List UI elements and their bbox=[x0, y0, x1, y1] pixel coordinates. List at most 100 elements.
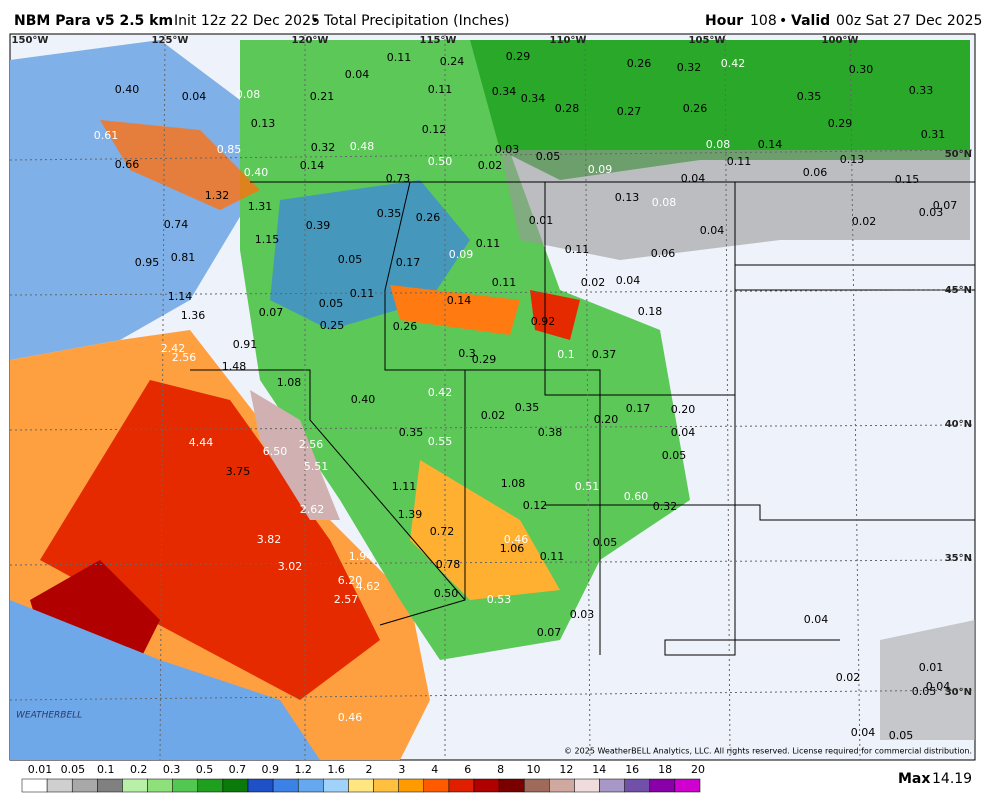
point-value: 0.02 bbox=[836, 671, 861, 684]
point-value: 0.14 bbox=[447, 294, 472, 307]
legend-label: 0.5 bbox=[196, 763, 214, 776]
longitude-label: 105°W bbox=[689, 35, 726, 46]
point-value: 0.26 bbox=[393, 320, 418, 333]
point-value: 1.14 bbox=[168, 290, 193, 303]
point-value: 0.85 bbox=[217, 143, 242, 156]
legend-label: 3 bbox=[398, 763, 405, 776]
precip-area bbox=[10, 40, 250, 360]
point-value: 0.03 bbox=[570, 608, 595, 621]
point-value: 0.04 bbox=[182, 90, 207, 103]
hour-value: 108 bbox=[750, 13, 777, 29]
point-value: 0.03 bbox=[919, 206, 944, 219]
point-value: 0.11 bbox=[387, 51, 412, 64]
legend-label: 0.1 bbox=[97, 763, 115, 776]
point-value: 0.32 bbox=[653, 500, 678, 513]
legend-label: 0.05 bbox=[61, 763, 86, 776]
point-value: 0.24 bbox=[440, 55, 465, 68]
point-value: 2.62 bbox=[300, 503, 325, 516]
point-value: 0.92 bbox=[531, 315, 556, 328]
point-value: 0.07 bbox=[933, 199, 958, 212]
legend-swatch bbox=[122, 778, 148, 793]
latitude-label: 50°N bbox=[945, 149, 972, 160]
legend-label: 0.01 bbox=[28, 763, 53, 776]
legend-label: 10 bbox=[527, 763, 541, 776]
point-value: 0.37 bbox=[592, 348, 617, 361]
point-value: 0.46 bbox=[338, 711, 363, 724]
point-value: 0.04 bbox=[616, 274, 641, 287]
logo: WEATHERBELL bbox=[16, 711, 82, 721]
point-value: 1.39 bbox=[398, 508, 423, 521]
point-value: 0.05 bbox=[912, 685, 937, 698]
point-value: 0.29 bbox=[472, 353, 497, 366]
point-value: 0.50 bbox=[428, 155, 453, 168]
point-value: 0.05 bbox=[889, 729, 914, 742]
point-value: 0.04 bbox=[926, 680, 951, 693]
precip-area bbox=[470, 40, 970, 180]
point-value: 0.48 bbox=[350, 140, 375, 153]
legend-label: 18 bbox=[658, 763, 672, 776]
point-value: 0.35 bbox=[515, 401, 540, 414]
longitude-label: 110°W bbox=[550, 35, 587, 46]
legend-label: 20 bbox=[691, 763, 705, 776]
legend-swatch bbox=[71, 778, 98, 793]
legend-swatch bbox=[197, 778, 224, 793]
point-value: 0.07 bbox=[259, 306, 284, 319]
legend-label: 14 bbox=[592, 763, 606, 776]
point-value: 5.51 bbox=[304, 460, 329, 473]
legend-swatch bbox=[97, 778, 123, 793]
point-value: 0.20 bbox=[671, 403, 696, 416]
point-value: 1.94 bbox=[349, 550, 374, 563]
point-value: 0.91 bbox=[233, 338, 258, 351]
legend: 0.01 0.05 0.1 0.2 0.3 0.5 0.7 0.9 1.2 1.6 2 3 4 6 8 10 1… bbox=[21, 763, 705, 793]
point-value: 0.50 bbox=[434, 587, 459, 600]
latitude-label: 35°N bbox=[945, 553, 972, 564]
precip-area bbox=[100, 120, 260, 210]
point-value: 0.78 bbox=[436, 558, 461, 571]
point-value: 0.81 bbox=[171, 251, 196, 264]
legend-swatch bbox=[523, 778, 550, 793]
point-value: 0.02 bbox=[852, 215, 877, 228]
point-value: 0.66 bbox=[115, 158, 140, 171]
legend-label: 0.7 bbox=[229, 763, 247, 776]
legend-swatch bbox=[649, 778, 676, 793]
point-value: 0.42 bbox=[721, 57, 746, 70]
point-value: 0.13 bbox=[251, 117, 276, 130]
legend-swatch bbox=[674, 778, 701, 793]
point-value: 0.05 bbox=[593, 536, 618, 549]
point-value: 0.05 bbox=[319, 297, 344, 310]
point-value: 3.82 bbox=[257, 533, 282, 546]
point-value: 0.06 bbox=[803, 166, 828, 179]
point-value: 0.11 bbox=[476, 237, 501, 250]
latitude-label: 40°N bbox=[945, 419, 972, 430]
point-value: 0.95 bbox=[135, 256, 160, 269]
legend-swatch bbox=[297, 778, 324, 793]
point-value: 2.56 bbox=[299, 438, 324, 451]
legend-swatch bbox=[599, 778, 625, 793]
point-value: 0.15 bbox=[895, 173, 920, 186]
point-value: 0.26 bbox=[627, 57, 652, 70]
legend-label: 4 bbox=[431, 763, 438, 776]
point-value: 0.39 bbox=[306, 219, 331, 232]
point-value: 0.34 bbox=[492, 85, 517, 98]
point-value: 0.11 bbox=[350, 287, 375, 300]
precip-area bbox=[250, 390, 340, 520]
credit: © 2025 WeatherBELL Analytics, LLC. All r… bbox=[564, 747, 972, 756]
point-value: 0.05 bbox=[338, 253, 363, 266]
point-value: 0.74 bbox=[164, 218, 189, 231]
legend-label: 1.2 bbox=[294, 763, 312, 776]
legend-swatch bbox=[574, 778, 600, 793]
latitude-label: 45°N bbox=[945, 285, 972, 296]
point-value: 0.40 bbox=[351, 393, 376, 406]
point-value: 0.05 bbox=[662, 449, 687, 462]
point-value: 0.04 bbox=[804, 613, 829, 626]
point-value: 3.02 bbox=[278, 560, 303, 573]
precip-area bbox=[530, 290, 580, 340]
point-value: 0.02 bbox=[581, 276, 606, 289]
point-value: 1.06 bbox=[500, 542, 525, 555]
product: Total Precipitation (Inches) bbox=[323, 13, 510, 29]
point-value: 0.12 bbox=[523, 499, 548, 512]
point-value: 0.32 bbox=[311, 141, 336, 154]
legend-swatch bbox=[147, 778, 173, 793]
legend-swatch bbox=[323, 778, 349, 793]
precip-area bbox=[410, 460, 560, 600]
